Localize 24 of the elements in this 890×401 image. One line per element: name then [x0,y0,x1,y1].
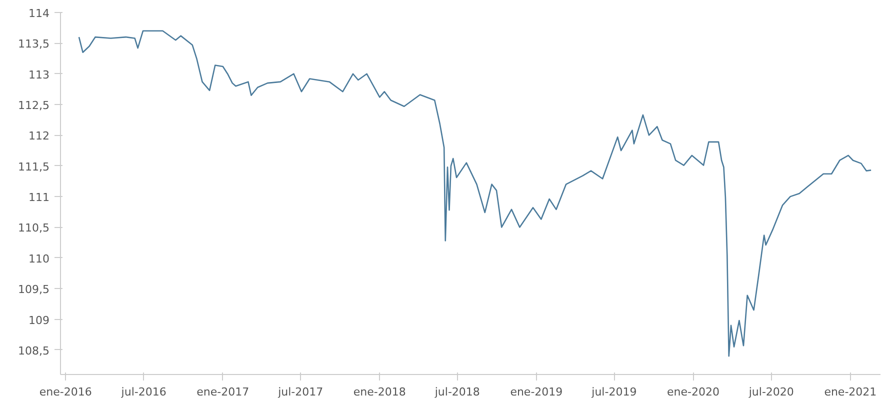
y-tick-label: 110 [28,252,50,266]
y-tick-label: 111 [28,191,50,204]
y-tick-label: 112 [28,130,50,143]
x-tick-label: jul-2020 [748,386,794,398]
x-tick-label: ene-2018 [353,386,406,398]
y-tick-label: 113 [28,68,50,82]
y-tick-label: 112,5 [18,99,50,112]
y-tick-label: 110,5 [18,222,50,235]
x-tick-label: ene-2020 [666,386,720,398]
x-tick-label: jul-2019 [590,386,637,398]
x-tick-label: ene-2016 [39,386,92,398]
y-tick-label: 108,5 [18,344,50,358]
x-tick-label: ene-2021 [824,386,877,398]
x-tick-label: jul-2016 [120,386,166,398]
y-tick-label: 111,5 [18,160,50,174]
x-tick-label: ene-2017 [196,386,250,398]
y-tick-label: 114 [28,7,50,20]
y-tick-label: 109,5 [18,283,50,296]
line-series [78,30,872,357]
x-tick-label: jul-2017 [277,386,324,398]
x-tick-label: ene-2019 [510,386,563,398]
x-tick-label: jul-2018 [434,386,480,398]
y-tick-label: 109 [28,314,50,327]
y-tick-label: 113,5 [18,38,50,51]
